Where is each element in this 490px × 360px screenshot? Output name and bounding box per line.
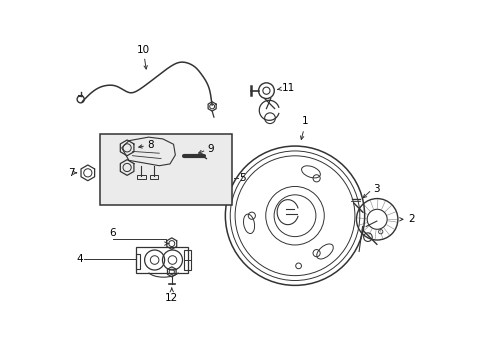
Text: 9: 9 <box>207 144 214 154</box>
Bar <box>136 247 188 273</box>
Text: 12: 12 <box>165 293 178 302</box>
Bar <box>136 254 140 269</box>
Text: 8: 8 <box>147 140 153 150</box>
Text: 10: 10 <box>137 45 150 55</box>
Bar <box>184 250 192 270</box>
Text: 11: 11 <box>281 83 294 93</box>
Text: 2: 2 <box>409 214 415 224</box>
Text: 5: 5 <box>239 173 245 183</box>
Bar <box>149 175 158 179</box>
Text: 7: 7 <box>68 168 74 178</box>
Text: 4: 4 <box>77 253 83 264</box>
Text: 1: 1 <box>302 116 308 126</box>
Text: 3: 3 <box>373 184 380 194</box>
Bar <box>100 134 232 205</box>
Text: 6: 6 <box>110 228 116 238</box>
Bar <box>137 175 146 179</box>
